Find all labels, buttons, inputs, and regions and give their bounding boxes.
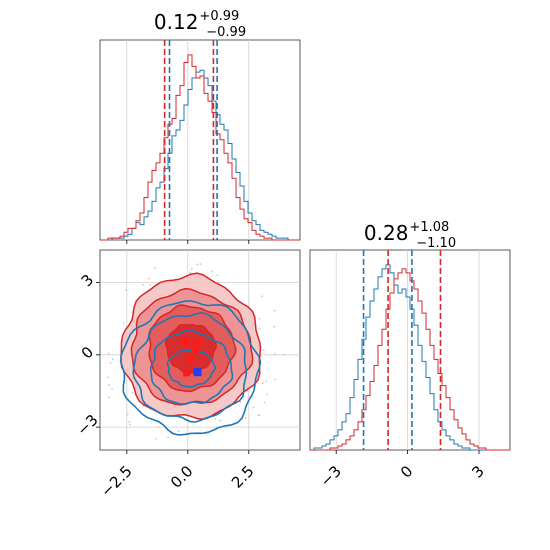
red-contour-level-0 [164,323,218,374]
histogram-series-0 [310,264,510,451]
scatter-point [131,391,134,394]
marginal-panel-2-quantile-lines [362,250,442,450]
scatter-point [199,263,202,265]
red-density-peak [183,369,191,377]
blue-contour-level-2 [132,311,248,423]
scatter-point [167,436,170,438]
red-density-peak [191,346,199,354]
scatter-point [149,284,152,286]
scatter-point [122,321,125,324]
red-density-peak [181,338,189,346]
joint-panel-contours [120,272,262,436]
blue-contour-level-1 [149,329,234,405]
scatter-point [108,384,111,387]
marginal-panel-2-frame [309,249,511,451]
marginal-panel-2-grid [335,250,480,450]
x-tick-label: 0 [397,462,416,481]
red-density-peak [186,356,194,364]
marginal-panel-2-title: 0.28+1.08 −1.10 [364,220,456,251]
scatter-point [109,362,112,364]
joint-panel-markers [181,338,202,377]
scatter-point [257,414,260,417]
scatter-point [129,423,132,426]
marginal-panel-param-2: 0.28+1.08 −1.10 [309,220,511,451]
scatter-point [189,271,192,274]
marginal-panel-1-quantile-lines [163,40,218,240]
red-density-peak [194,339,202,347]
scatter-point [266,393,268,396]
scatter-point [142,283,145,286]
marginal-panel-1-title: 0.12+0.99 −0.99 [154,9,246,40]
marginal-panel-1-frame [99,39,301,241]
scatter-point [261,382,264,385]
joint-panel [99,249,301,451]
x-tick-label: 0.0 [167,462,197,492]
x-tick-label: 3 [468,462,487,481]
x-tick-label: −3 [317,462,345,490]
title-2-plus: +1.08 [409,220,449,235]
scatter-point [244,417,247,419]
marginal-panel-param-1: 0.12+0.99 −0.99 [99,9,301,241]
histogram-series-1 [100,54,300,241]
scatter-point [154,267,156,270]
blue-density-peak [193,368,202,377]
y-tick-label: 3 [78,271,97,290]
y-tick-label: −3 [73,411,101,439]
scatter-point [263,401,266,404]
scatter-point [258,327,261,330]
scatter-point [177,430,180,433]
scatter-point [107,376,109,379]
joint-panel-scatter [107,263,285,440]
scatter-point [107,352,110,355]
scatter-point [252,406,254,409]
blue-contour-level-3 [120,300,262,436]
scatter-point [147,277,150,280]
y-tick-label: 0 [78,343,97,362]
scatter-point [219,419,222,422]
scatter-point [262,349,265,351]
scatter-point [111,387,114,390]
scatter-point [190,267,193,270]
histogram-series-0 [100,69,300,241]
title-1-minus: −0.99 [206,25,246,40]
title-1-value: 0.12 [154,10,199,34]
scatter-point [273,309,276,312]
marginal-panel-2-histograms [310,264,510,451]
scatter-point [247,395,250,398]
scatter-point [282,353,285,356]
scatter-point [274,378,277,381]
scatter-point [128,420,131,423]
scatter-point [214,418,217,420]
scatter-point [273,325,276,328]
scatter-point [273,353,276,355]
title-1-plus: +0.99 [199,9,239,24]
scatter-point [239,401,242,404]
x-tick-label: 2.5 [228,462,258,492]
title-2-minus: −1.10 [416,236,456,251]
scatter-point [157,425,160,428]
title-2-value: 0.28 [364,221,409,245]
scatter-point [261,295,263,298]
scatter-point [258,317,261,320]
scatter-point [196,263,199,266]
scatter-point [216,274,219,277]
histogram-series-1 [310,268,510,451]
scatter-point [111,358,114,360]
marginal-panel-1-grid [126,40,250,240]
x-tick-label: −2.5 [97,462,135,500]
blue-contour-level-0 [166,349,217,388]
scatter-point [125,289,127,292]
scatter-point [265,380,267,383]
scatter-point [108,396,110,399]
marginal-panel-1-histograms [100,54,300,241]
scatter-point [211,270,214,273]
scatter-point [154,437,157,440]
scatter-point [126,413,129,416]
